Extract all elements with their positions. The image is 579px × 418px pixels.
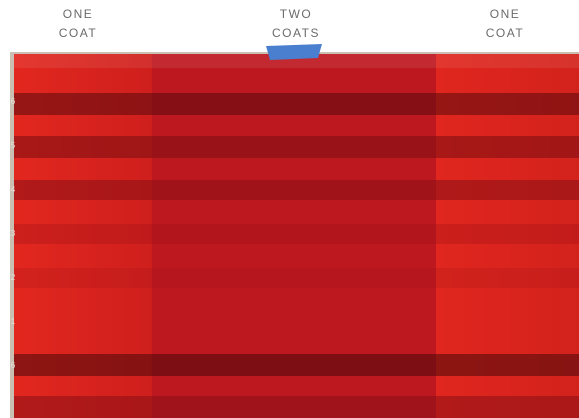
stripe	[14, 354, 579, 376]
card-number: 2	[11, 273, 16, 282]
card-number: 6	[11, 361, 16, 370]
label: COAT	[59, 26, 97, 40]
label: TWO	[280, 7, 313, 21]
card-numbers: 6 5 4 3 2 1 6	[11, 97, 16, 370]
label: ONE	[63, 7, 94, 21]
card-number: 3	[11, 229, 16, 238]
stripe	[14, 268, 579, 288]
stripe	[14, 93, 579, 115]
stripes	[14, 93, 579, 418]
card	[10, 44, 579, 418]
card-number: 6	[11, 97, 16, 106]
card-number: 1	[11, 317, 16, 326]
label: ONE	[490, 7, 521, 21]
stripe	[14, 224, 579, 244]
stripe	[14, 180, 579, 200]
label: COATS	[272, 26, 320, 40]
stripe	[14, 396, 579, 418]
card-number: 4	[11, 185, 16, 194]
card-number: 5	[11, 141, 16, 150]
blue-tape	[266, 44, 322, 60]
label: COAT	[486, 26, 524, 40]
stripe	[14, 136, 579, 158]
glare	[14, 54, 579, 68]
